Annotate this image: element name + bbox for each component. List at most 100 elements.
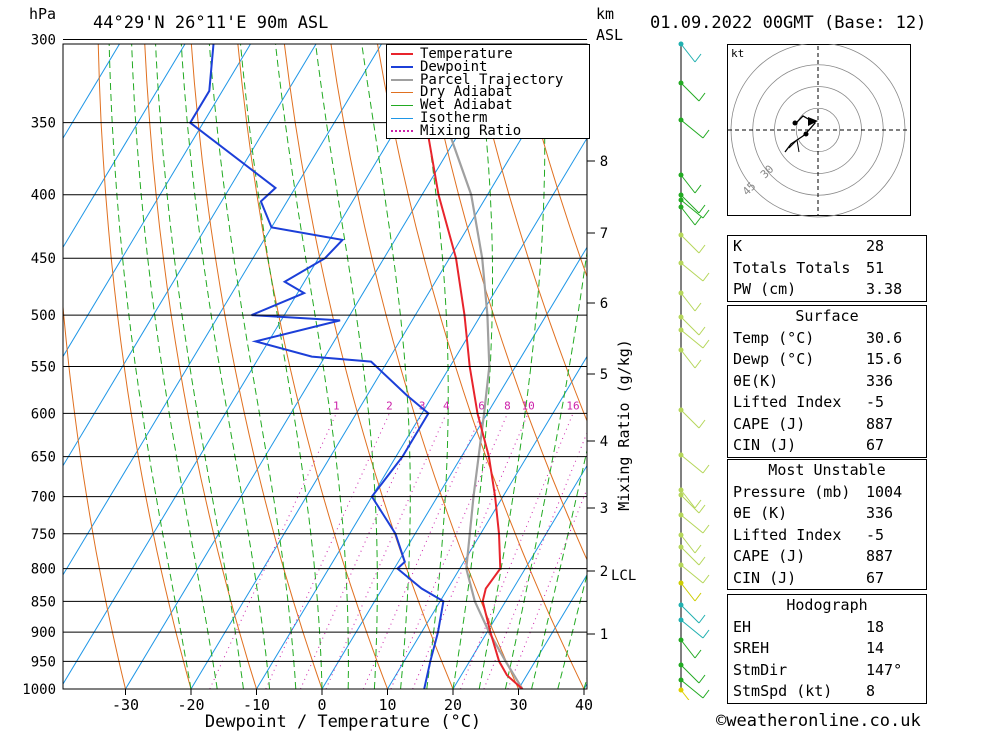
wind-barb-flag bbox=[698, 204, 706, 214]
wind-barb-flag bbox=[702, 272, 710, 282]
wind-barbs bbox=[678, 41, 710, 700]
wind-barb-shaft bbox=[680, 409, 700, 429]
wind-barb-shaft bbox=[680, 689, 690, 700]
pressure-tick-label: 950 bbox=[31, 654, 56, 670]
mixing-ratio-label: 2 bbox=[386, 399, 393, 412]
legend-item: Dry Adiabat bbox=[387, 86, 589, 99]
wind-barb-shaft bbox=[680, 454, 704, 474]
wind-barb-flag bbox=[694, 53, 702, 63]
wind-barb-shaft bbox=[680, 349, 696, 369]
hodograph-title: Hodograph bbox=[786, 596, 868, 614]
hodograph-row: StmSpd (kt) 8 bbox=[733, 682, 876, 700]
wind-barb-flag bbox=[702, 129, 710, 139]
wind-barb-shaft bbox=[680, 329, 704, 349]
dewpoint-line bbox=[188, 44, 445, 689]
wind-barb-flag bbox=[702, 524, 710, 534]
mixing-ratio-label: 10 bbox=[521, 399, 534, 412]
storm-motion-marker bbox=[808, 117, 818, 126]
km-tick-label: 1 bbox=[600, 627, 608, 643]
legend-swatch bbox=[391, 53, 413, 56]
x-tick-label: 20 bbox=[444, 696, 462, 714]
wind-barb-flag bbox=[702, 209, 710, 219]
wind-barb-shaft bbox=[680, 262, 704, 282]
mixing-ratio-line bbox=[209, 413, 337, 689]
surface-row: θE(K) 336 bbox=[733, 371, 894, 390]
wind-barb-flag bbox=[694, 184, 702, 194]
asl-unit-label: ASL bbox=[596, 26, 624, 44]
isotherm-line bbox=[452, 464, 587, 689]
legend-item: Dewpoint bbox=[387, 58, 589, 75]
wind-barb-shaft bbox=[680, 619, 704, 639]
most-unstable-row: θE (K) 336 bbox=[733, 504, 894, 522]
x-tick-label: 10 bbox=[378, 696, 396, 714]
surface-row: CAPE (J) 887 bbox=[733, 414, 894, 433]
mixing-ratio-label: 16 bbox=[566, 399, 579, 412]
pressure-tick-label: 450 bbox=[31, 251, 56, 267]
indices-table: K 28 Totals Totals 51 PW (cm) 3.38 bbox=[727, 235, 927, 302]
wind-barb-flag bbox=[694, 649, 702, 659]
legend-item: Wet Adiabat bbox=[387, 98, 589, 112]
wind-barb-flag bbox=[698, 419, 706, 429]
wind-barb-flag bbox=[694, 592, 702, 602]
isotherm-line bbox=[63, 44, 448, 685]
isotherm-line bbox=[518, 573, 587, 689]
wind-barb-shaft bbox=[680, 119, 704, 139]
legend-label: Dewpoint bbox=[420, 58, 488, 75]
wind-barb-shaft bbox=[680, 604, 700, 624]
mixing-ratio-line bbox=[265, 413, 390, 689]
index-row-pw: PW (cm) 3.38 bbox=[733, 280, 903, 298]
most-unstable-title: Most Unstable bbox=[768, 461, 886, 479]
most-unstable-table: Most Unstable Pressure (mb) 1004 θE (K) 336… bbox=[727, 459, 927, 590]
wind-barb-flag bbox=[698, 674, 706, 684]
legend-swatch bbox=[391, 130, 413, 133]
wind-barb-flag bbox=[702, 464, 710, 474]
wind-barb-shaft bbox=[680, 82, 700, 102]
pressure-tick-label: 850 bbox=[31, 594, 56, 610]
km-unit-label: km bbox=[596, 5, 615, 23]
wet-adiabat-line bbox=[275, 44, 349, 689]
isotherm-line bbox=[321, 246, 587, 689]
legend-item: Mixing Ratio bbox=[387, 124, 589, 138]
wind-barb-flag bbox=[698, 326, 706, 336]
legend-label: Parcel Trajectory bbox=[420, 71, 564, 88]
mixing-ratio-line bbox=[300, 413, 423, 689]
wind-barb-flag bbox=[694, 359, 702, 369]
wind-barb-shaft bbox=[680, 194, 700, 214]
mixing-ratio-line bbox=[390, 413, 508, 689]
index-row-tt: Totals Totals 51 bbox=[733, 258, 885, 277]
pressure-tick-label: 1000 bbox=[22, 682, 56, 698]
isotherm-line bbox=[190, 44, 579, 689]
wind-barb-flag bbox=[702, 629, 710, 639]
mixing-ratio-label: 6 bbox=[478, 399, 485, 412]
legend-item: Parcel Trajectory bbox=[387, 71, 589, 88]
surface-title: Surface bbox=[795, 307, 859, 325]
mixing-ratio-label: 3 bbox=[419, 399, 426, 412]
km-tick-label: 7 bbox=[600, 226, 608, 242]
hodograph-point bbox=[803, 131, 809, 137]
datetime-title: 01.09.2022 00GMT (Base: 12) bbox=[650, 13, 927, 33]
pressure-unit-label: hPa bbox=[29, 5, 57, 23]
pressure-tick-label: 800 bbox=[31, 562, 56, 578]
wind-barb-shaft bbox=[680, 534, 696, 554]
wind-barb-shaft bbox=[680, 514, 704, 534]
wet-adiabat-line bbox=[557, 572, 587, 689]
surface-table: Surface Temp (°C) 30.6 Dewp (°C) 15.6 θE(K) 3… bbox=[727, 305, 927, 458]
x-tick-label: 30 bbox=[509, 696, 527, 714]
copyright-footer: ©weatheronline.co.uk bbox=[716, 711, 921, 731]
legend-item: Temperature bbox=[387, 47, 589, 61]
legend-item: Isotherm bbox=[387, 111, 589, 125]
most-unstable-row: CAPE (J) 887 bbox=[733, 547, 894, 565]
x-tick-label: 40 bbox=[575, 696, 593, 714]
dry-adiabat-line bbox=[934, 40, 1000, 690]
wind-barb-shaft bbox=[680, 174, 696, 194]
wind-barb-shaft bbox=[680, 316, 700, 336]
mixing-ratio-axis-title: Mixing Ratio (g/kg) bbox=[615, 339, 633, 511]
wind-barb-shaft bbox=[680, 494, 700, 514]
wind-barb-flag bbox=[698, 244, 706, 254]
legend: Temperature Dewpoint Parcel Trajectory Dry … bbox=[386, 44, 590, 139]
wind-barb-flag bbox=[694, 499, 702, 509]
legend-swatch bbox=[391, 78, 413, 81]
x-tick-label: 0 bbox=[317, 696, 326, 714]
hodograph-point bbox=[792, 120, 798, 126]
